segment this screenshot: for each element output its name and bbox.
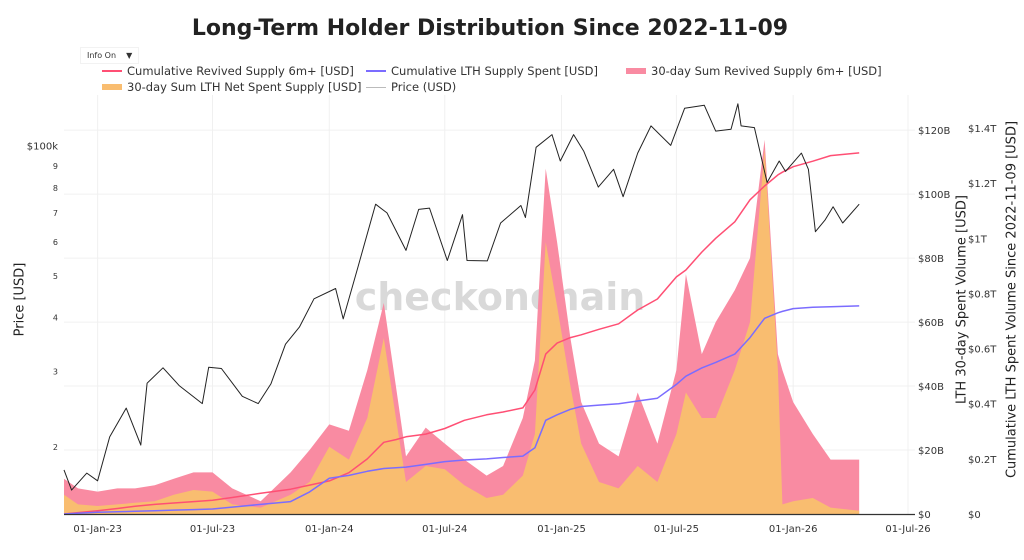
lth-spent-cumulative-line (63, 305, 860, 515)
y-tick-label-price: 8 (53, 184, 58, 193)
legend-item-price[interactable]: Price (USD) (366, 80, 456, 94)
y-tick-label-price: 4 (53, 314, 58, 323)
y-tick-label-price: 3 (53, 367, 58, 376)
legend-item-lth-cum[interactable]: Cumulative LTH Supply Spent [USD] (366, 64, 598, 78)
x-tick-label: 01-Jan-26 (769, 524, 818, 535)
info-dropdown-label: Info On (87, 51, 117, 60)
x-tick-label: 01-Jul-23 (190, 524, 235, 535)
area-series (64, 139, 860, 515)
axes: 01-Jan-23 01-Jul-23 01-Jan-24 01-Jul-24 01-J… (27, 124, 998, 535)
y-tick-label-price: 2 (53, 443, 58, 452)
legend-swatch (366, 70, 386, 72)
y-tick-label-cumulative: $0.2T (968, 455, 997, 466)
y-tick-label-30day: $40B (918, 382, 944, 393)
x-tick-label: 01-Jul-24 (422, 524, 467, 535)
y-tick-label-30day: $20B (918, 446, 944, 457)
y-tick-label-price: $100k (27, 141, 58, 152)
legend-label: 30-day Sum LTH Net Spent Supply [USD] (127, 80, 362, 94)
y-tick-label-price: 7 (53, 209, 58, 218)
y-tick-label-30day: $60B (918, 318, 944, 329)
dropdown-arrow-icon: ▼ (126, 51, 133, 60)
y-tick-label-cumulative: $1.2T (968, 179, 997, 190)
y-tick-label-cumulative: $0.8T (968, 289, 997, 300)
x-tick-label: 01-Jan-23 (73, 524, 122, 535)
y-tick-label-30day: $120B (918, 126, 950, 137)
chart-title: Long-Term Holder Distribution Since 2022… (191, 16, 789, 41)
net-spent-30d-area (64, 149, 860, 514)
y-axis-title-30day: LTH 30-day Spent Volume [USD] (954, 195, 970, 404)
legend-label: Cumulative LTH Supply Spent [USD] (391, 64, 598, 78)
x-tick-label: 01-Jul-26 (885, 524, 930, 535)
y-tick-label-cumulative: $1.4T (968, 124, 997, 135)
watermark: checkonchain (355, 275, 646, 319)
x-tick-label: 01-Jan-25 (537, 524, 586, 535)
y-tick-label-price: 9 (53, 162, 58, 171)
legend-swatch (366, 86, 386, 88)
legend-swatch (102, 70, 122, 72)
y-tick-label-cumulative: $0.4T (968, 400, 997, 411)
legend-label: 30-day Sum Revived Supply 6m+ [USD] (651, 64, 882, 78)
y-tick-label-cumulative: $0 (968, 510, 981, 521)
x-tick-label: 01-Jan-24 (305, 524, 354, 535)
y-tick-label-price: 5 (53, 272, 58, 281)
legend-item-revived-30d[interactable]: 30-day Sum Revived Supply 6m+ [USD] (626, 64, 882, 78)
info-dropdown[interactable]: Info On ▼ (80, 47, 140, 64)
y-tick-label-30day: $80B (918, 254, 944, 265)
y-tick-label-30day: $100B (918, 190, 950, 201)
legend-swatch (102, 84, 122, 90)
y-tick-label-price: 6 (53, 238, 58, 247)
legend-item-revived-cum[interactable]: Cumulative Revived Supply 6m+ [USD] (102, 64, 354, 78)
legend-label: Price (USD) (391, 80, 457, 94)
legend-swatch (626, 68, 646, 74)
legend-label: Cumulative Revived Supply 6m+ [USD] (127, 64, 354, 78)
y-tick-label-cumulative: $0.6T (968, 345, 997, 356)
y-tick-label-cumulative: $1T (968, 234, 988, 245)
revived-cumulative-line (63, 152, 860, 515)
y-tick-label-30day: $0 (918, 510, 931, 521)
x-tick-label: 01-Jul-25 (654, 524, 699, 535)
legend-item-net-30d[interactable]: 30-day Sum LTH Net Spent Supply [USD] (102, 80, 362, 94)
price-line (63, 103, 860, 491)
line-series (63, 103, 860, 515)
y-axis-title-price: Price [USD] (12, 262, 28, 337)
y-axis-title-cumulative: Cumulative LTH Spent Volume Since 2022-1… (1004, 120, 1020, 479)
